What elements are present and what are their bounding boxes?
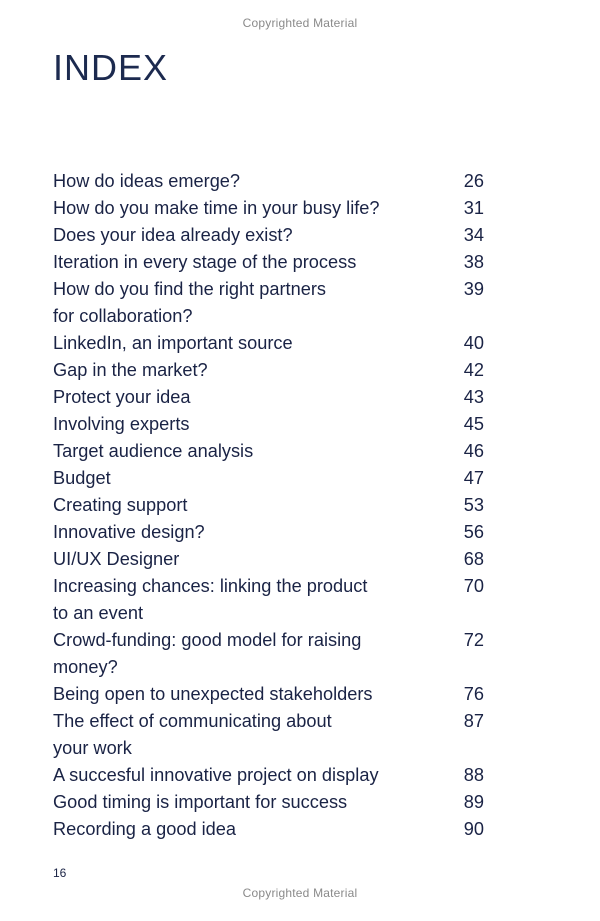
index-entry: How do ideas emerge? 26 bbox=[53, 168, 493, 195]
index-entry-page: 87 bbox=[463, 711, 484, 731]
index-entry-page: 46 bbox=[463, 441, 484, 461]
index-entry-page: 88 bbox=[463, 765, 484, 785]
index-entry-page: 45 bbox=[463, 414, 484, 434]
index-entry-page: 26 bbox=[463, 171, 484, 191]
copyright-watermark-bottom: Copyrighted Material bbox=[242, 886, 358, 900]
index-entry-page: 70 bbox=[463, 576, 484, 596]
index-entry: LinkedIn, an important source 40 bbox=[53, 330, 493, 357]
index-entry: Iteration in every stage of the process … bbox=[53, 249, 493, 276]
index-entry-title: The effect of communicating about your w… bbox=[53, 711, 332, 758]
index-entry: Protect your idea 43 bbox=[53, 384, 493, 411]
index-entry: Innovative design? 56 bbox=[53, 519, 493, 546]
index-entry-page: 42 bbox=[463, 360, 484, 380]
index-entry-page: 43 bbox=[463, 387, 484, 407]
index-entry-title: Iteration in every stage of the process bbox=[53, 252, 357, 272]
page-number: 16 bbox=[53, 866, 67, 880]
index-entry: Being open to unexpected stakeholders 76 bbox=[53, 681, 493, 708]
index-entry-title: How do you make time in your busy life? bbox=[53, 198, 380, 218]
index-entry-title: Crowd-funding: good model for raising mo… bbox=[53, 630, 362, 677]
index-entry: The effect of communicating about your w… bbox=[53, 708, 493, 762]
index-entry: Increasing chances: linking the product … bbox=[53, 573, 493, 627]
index-entry-title: Good timing is important for success bbox=[53, 792, 348, 812]
index-entry: UI/UX Designer 68 bbox=[53, 546, 493, 573]
index-entry: Does your idea already exist? 34 bbox=[53, 222, 493, 249]
index-entry-title: A succesful innovative project on displa… bbox=[53, 765, 379, 785]
index-entry-title: How do you find the right partners for c… bbox=[53, 279, 326, 326]
index-entry-title: Creating support bbox=[53, 495, 188, 515]
index-entry-title: Innovative design? bbox=[53, 522, 205, 542]
index-entry: Gap in the market? 42 bbox=[53, 357, 493, 384]
page-title: INDEX bbox=[53, 47, 169, 88]
index-entry-page: 90 bbox=[463, 819, 484, 839]
index-entry-page: 47 bbox=[463, 468, 484, 488]
index-entry: How do you make time in your busy life? … bbox=[53, 195, 493, 222]
index-entry: Recording a good idea 90 bbox=[53, 816, 493, 843]
index-entry-title: Recording a good idea bbox=[53, 819, 237, 839]
index-entry-title: Being open to unexpected stakeholders bbox=[53, 684, 373, 704]
index-entry: A succesful innovative project on displa… bbox=[53, 762, 493, 789]
index-entry-title: Protect your idea bbox=[53, 387, 191, 407]
index-entry-title: Involving experts bbox=[53, 414, 190, 434]
index-entry-page: 53 bbox=[463, 495, 484, 515]
copyright-watermark-top: Copyrighted Material bbox=[242, 16, 358, 30]
index-entry-title: LinkedIn, an important source bbox=[53, 333, 293, 353]
index-entry-title: Budget bbox=[53, 468, 111, 488]
index-entry-page: 76 bbox=[463, 684, 484, 704]
index-entry-page: 38 bbox=[463, 252, 484, 272]
index-entry: Involving experts 45 bbox=[53, 411, 493, 438]
index-entry-page: 39 bbox=[463, 279, 484, 299]
index-entry-title: Does your idea already exist? bbox=[53, 225, 293, 245]
index-entry-title: Target audience analysis bbox=[53, 441, 254, 461]
index-entry: Crowd-funding: good model for raising mo… bbox=[53, 627, 493, 681]
index-entry-page: 68 bbox=[463, 549, 484, 569]
index-list: How do ideas emerge? 26 How do you make … bbox=[53, 168, 493, 843]
index-entry-page: 72 bbox=[463, 630, 484, 650]
index-entry-title: UI/UX Designer bbox=[53, 549, 180, 569]
index-entry-page: 89 bbox=[463, 792, 484, 812]
index-entry: Target audience analysis 46 bbox=[53, 438, 493, 465]
index-entry-page: 31 bbox=[463, 198, 484, 218]
index-entry: Budget 47 bbox=[53, 465, 493, 492]
index-entry-title: Gap in the market? bbox=[53, 360, 208, 380]
index-entry-page: 56 bbox=[463, 522, 484, 542]
index-entry: How do you find the right partners for c… bbox=[53, 276, 493, 330]
index-entry-page: 40 bbox=[463, 333, 484, 353]
index-entry-title: How do ideas emerge? bbox=[53, 171, 241, 191]
index-entry: Good timing is important for success 89 bbox=[53, 789, 493, 816]
index-entry-page: 34 bbox=[463, 225, 484, 245]
index-entry-title: Increasing chances: linking the product … bbox=[53, 576, 368, 623]
index-entry: Creating support 53 bbox=[53, 492, 493, 519]
